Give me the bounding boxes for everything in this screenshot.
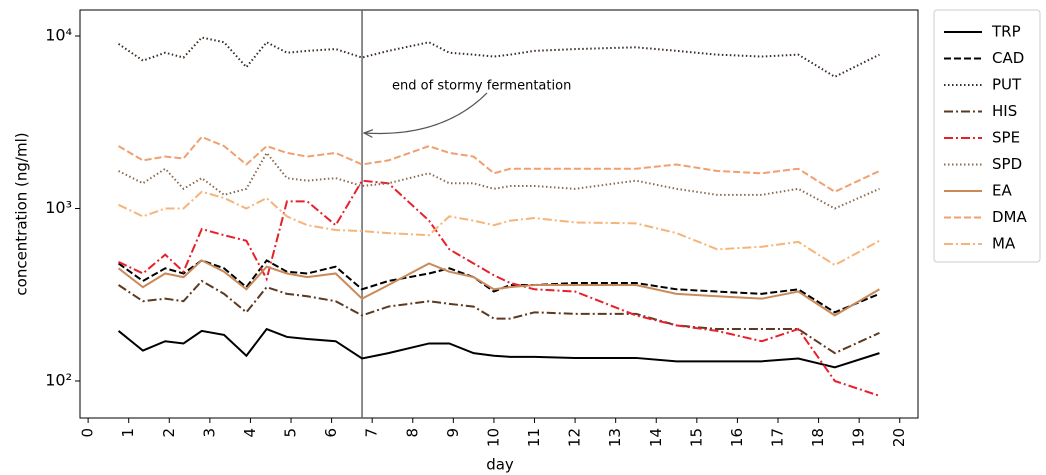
- plot-frame: [79, 9, 919, 419]
- x-tick-label: 11: [525, 428, 543, 447]
- x-tick-label: 19: [850, 428, 868, 447]
- x-tick-label: 12: [566, 428, 584, 447]
- series-line: [118, 135, 880, 193]
- x-tick-label: 7: [363, 428, 381, 438]
- x-tick-label: 14: [647, 428, 665, 447]
- legend-label: SPE: [992, 129, 1020, 147]
- series-line: [118, 179, 880, 397]
- series-line: [117, 259, 880, 314]
- series-line: [117, 36, 880, 78]
- y-tick-label: 10⁴: [45, 26, 72, 45]
- series-line: [118, 151, 880, 210]
- series-line: [117, 279, 880, 355]
- x-tick-label: 17: [768, 428, 786, 447]
- legend-label: HIS: [992, 102, 1017, 120]
- legend-label: PUT: [992, 76, 1022, 94]
- x-tick-label: 20: [890, 428, 908, 447]
- legend-label: DMA: [992, 208, 1027, 226]
- legend-label: MA: [992, 235, 1016, 253]
- y-tick-label: 10³: [45, 198, 72, 217]
- series-line: [117, 259, 880, 317]
- x-tick-label: 6: [322, 428, 340, 438]
- x-tick-label: 10: [484, 428, 502, 447]
- series-line: [117, 327, 880, 369]
- legend-label: TRP: [991, 23, 1021, 41]
- legend-label: CAD: [992, 49, 1024, 67]
- series-line: [118, 190, 880, 267]
- annotation-arrow: [364, 92, 488, 134]
- x-tick-label: 9: [444, 428, 462, 438]
- y-tick-label: 10²: [45, 370, 72, 389]
- x-tick-label: 0: [79, 428, 97, 438]
- annotation: end of stormy fermentation: [392, 78, 571, 93]
- legend-box: [933, 9, 1041, 263]
- x-tick-label: 16: [728, 428, 746, 447]
- x-tick-label: 2: [160, 428, 178, 438]
- x-tick-label: 3: [200, 428, 218, 438]
- x-tick-label: 5: [282, 428, 300, 438]
- y-axis-label: concentration (ng/ml): [13, 132, 31, 295]
- x-tick-label: 15: [687, 428, 705, 447]
- x-tick-label: 13: [606, 428, 624, 447]
- legend-label: SPD: [992, 155, 1022, 173]
- x-tick-label: 18: [809, 428, 827, 447]
- legend-label: EA: [992, 182, 1012, 200]
- x-tick-label: 1: [119, 428, 137, 438]
- x-axis-label: day: [486, 456, 514, 474]
- x-tick-label: 8: [403, 428, 421, 438]
- x-tick-label: 4: [241, 428, 259, 438]
